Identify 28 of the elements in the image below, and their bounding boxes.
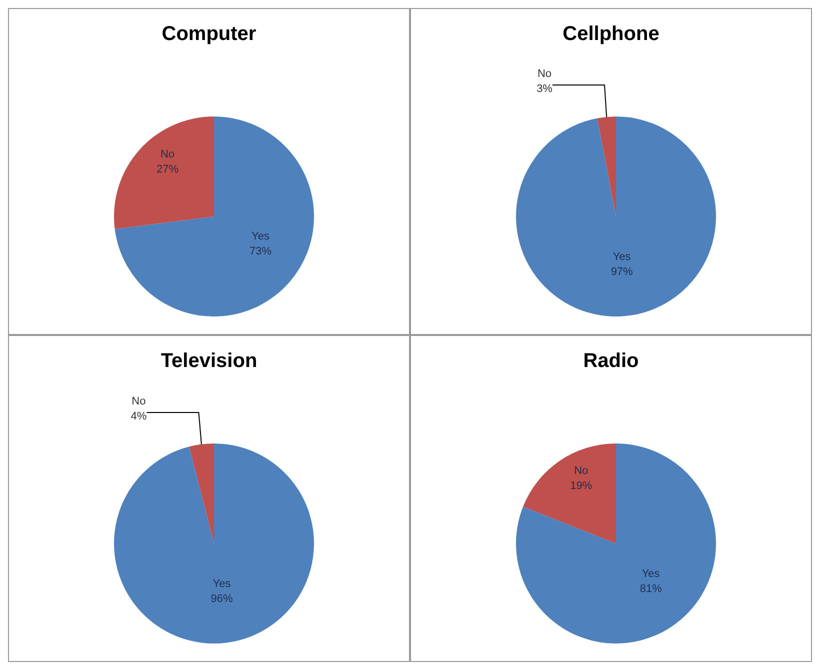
data-label: 27% (156, 164, 179, 176)
data-label: 97% (610, 266, 634, 278)
chart-title: Computer (160, 23, 258, 46)
slice-label: Yes (642, 568, 660, 580)
pie-slice (189, 444, 214, 544)
pie-slice (114, 116, 314, 316)
data-label: 19% (570, 480, 592, 492)
slice-label: No (132, 395, 146, 408)
data-label: 4% (130, 410, 147, 422)
slice-label: No (537, 68, 552, 80)
pie-slice (516, 116, 716, 316)
pie-slice (597, 116, 616, 216)
chart-title: Television (160, 350, 258, 373)
data-label: 73% (249, 246, 272, 258)
pie-slice (114, 444, 314, 644)
data-label: 96% (210, 593, 233, 606)
pie-slice (516, 444, 716, 644)
data-label: 81% (640, 582, 662, 595)
slice-label: No (574, 465, 588, 478)
data-label: 3% (536, 83, 553, 96)
chart-title: Radio (582, 350, 640, 373)
slice-label: No (160, 148, 175, 160)
pie-slice (523, 444, 616, 544)
slice-label: Yes (252, 230, 270, 242)
pie-slice (114, 116, 214, 230)
slice-label: Yes (212, 578, 232, 590)
slice-label: Yes (612, 251, 632, 264)
chart-title: Cellphone (562, 23, 660, 46)
